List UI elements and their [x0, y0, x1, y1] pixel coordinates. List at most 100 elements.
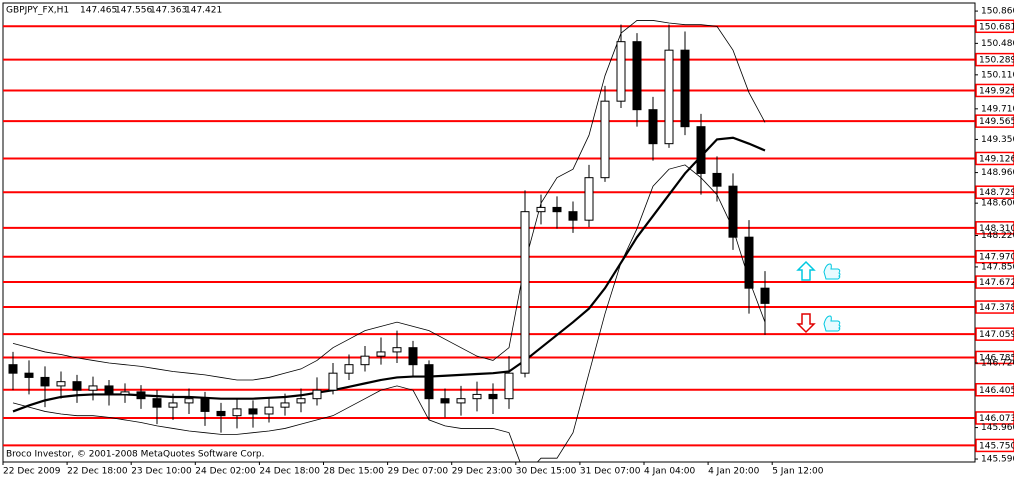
level-label: 149.565	[979, 117, 1014, 127]
candle-body	[216, 410, 226, 417]
quote-close: 147.421	[185, 6, 222, 16]
y-tick-label: 148.600	[981, 199, 1014, 209]
level-label: 146.405	[979, 386, 1014, 396]
level-label: 150.289	[979, 56, 1014, 66]
candle-body	[312, 389, 322, 400]
candle-body	[360, 355, 370, 366]
candle-body	[488, 393, 498, 400]
level-label-box	[975, 19, 1014, 34]
candle-body	[520, 211, 530, 374]
candle-body	[696, 126, 706, 174]
x-tick-label: 23 Dec 10:00	[131, 467, 192, 477]
level-label-box	[975, 275, 1014, 289]
candle-body	[552, 206, 562, 213]
candle-body	[136, 391, 146, 400]
level-label: 149.126	[979, 154, 1014, 164]
candle-body	[264, 406, 274, 415]
level-label-box	[975, 300, 1014, 314]
header: GBPJPY_FX,H1 147.465 147.556 147.363 147…	[6, 6, 222, 16]
y-tick-label: 149.710	[981, 104, 1014, 114]
candle-body	[680, 49, 690, 128]
x-tick-label: 4 Jan 04:00	[644, 467, 696, 477]
candle-body	[328, 372, 338, 391]
candle-body	[472, 393, 482, 400]
candle-body	[232, 408, 242, 417]
level-label: 150.681	[979, 22, 1014, 32]
candles	[8, 24, 770, 433]
candle-body	[56, 381, 66, 387]
level-label: 147.970	[979, 253, 1014, 263]
copyright: Broco Investor, © 2001-2008 MetaQuotes S…	[6, 450, 265, 460]
candle-body	[184, 398, 194, 404]
plot-frame	[2, 2, 976, 463]
candle-body	[600, 100, 610, 179]
candle-body	[616, 41, 626, 102]
candle-body	[376, 351, 386, 357]
candle-body	[8, 364, 18, 374]
x-tick-label: 29 Dec 07:00	[388, 467, 449, 477]
candle-body	[296, 398, 306, 404]
level-label: 148.729	[979, 188, 1014, 198]
quote-low: 147.363	[150, 6, 187, 16]
up-arrow-icon	[796, 260, 816, 281]
candle-body	[504, 372, 514, 400]
down-arrow-icon	[796, 313, 816, 334]
x-tick-label: 30 Dec 15:00	[516, 467, 577, 477]
candle-body	[344, 364, 354, 374]
axes: 150.860 150.480 150.110 149.710 149.350 148.9…	[2, 7, 1014, 477]
y-tick-label: 148.220	[981, 231, 1014, 241]
y-tick-label: 150.860	[981, 7, 1014, 17]
level-label: 146.073	[979, 414, 1014, 424]
level-label-box	[975, 350, 1014, 365]
candle-body	[632, 41, 642, 111]
y-tick-label: 147.850	[981, 262, 1014, 272]
level-label-box	[975, 114, 1014, 128]
candle-body	[728, 185, 738, 238]
indicator-line	[12, 20, 766, 381]
level-label: 147.378	[979, 303, 1014, 313]
level-label-box	[975, 151, 1014, 166]
level-label: 149.926	[979, 86, 1014, 96]
candle-body	[72, 381, 82, 391]
chart-title: GBPJPY_FX,H1	[6, 6, 69, 16]
y-tick-label: 150.480	[981, 39, 1014, 49]
x-tick-label: 29 Dec 23:00	[452, 467, 513, 477]
candle-body	[40, 376, 50, 387]
candle-body	[408, 347, 418, 366]
y-tick-label: 145.590	[981, 455, 1014, 465]
level-label-box	[975, 327, 1014, 341]
candle-body	[248, 408, 258, 415]
x-tick-label: 24 Dec 18:00	[259, 467, 320, 477]
level-label-box	[975, 83, 1014, 98]
y-tick-label: 149.350	[981, 135, 1014, 145]
x-tick-label: 5 Jan 12:00	[772, 467, 824, 477]
candle-body	[24, 372, 34, 378]
indicator-line	[12, 164, 766, 462]
level-label-box	[975, 438, 1014, 453]
y-tick-label: 146.720	[981, 358, 1014, 368]
candle-body	[584, 177, 594, 221]
candle-body	[152, 398, 162, 408]
level-label: 147.059	[979, 330, 1014, 340]
candle-body	[200, 398, 210, 412]
candle-body	[168, 402, 178, 408]
level-label-box	[975, 185, 1014, 199]
y-tick-label: 145.960	[981, 423, 1014, 433]
candle-body	[648, 109, 658, 145]
candle-body	[392, 347, 402, 353]
candle-body	[536, 206, 546, 213]
levels: 150.681 150.289 149.926 149.565 149.126 148.7…	[3, 19, 1014, 453]
candle-body	[568, 211, 578, 221]
x-tick-label: 24 Dec 02:00	[195, 467, 256, 477]
x-tick-label: 22 Dec 18:00	[67, 467, 128, 477]
thumb-icon	[823, 315, 841, 332]
quote-open: 147.465	[80, 6, 117, 16]
y-tick-label: 148.960	[981, 168, 1014, 178]
candle-body	[456, 398, 466, 404]
level-label-box	[975, 221, 1014, 235]
quote-high: 147.556	[115, 6, 152, 16]
candle-body	[712, 172, 722, 187]
